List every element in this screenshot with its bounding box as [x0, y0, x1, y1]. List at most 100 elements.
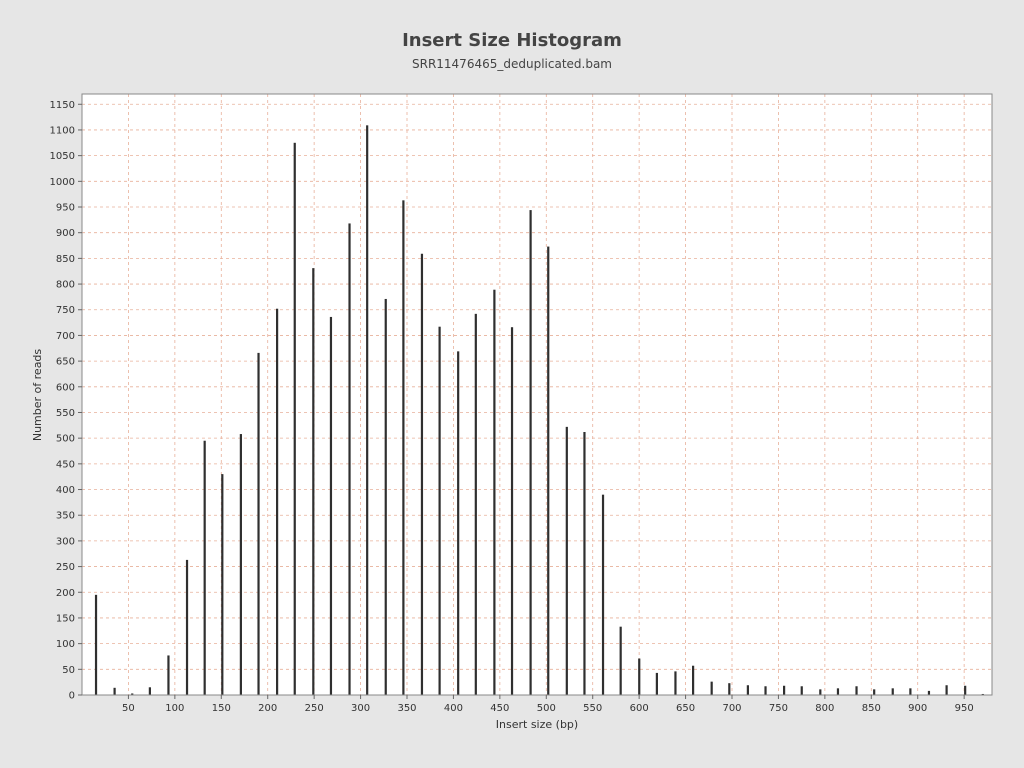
x-tick-label: 50 [122, 703, 135, 714]
y-tick-label: 550 [56, 408, 75, 419]
x-tick-label: 200 [258, 703, 277, 714]
histogram-bar [945, 685, 948, 695]
histogram-bar [655, 672, 658, 695]
histogram-bar [348, 223, 351, 695]
y-tick-label: 950 [56, 203, 75, 214]
chart-title: Insert Size Histogram [402, 30, 622, 51]
x-tick-label: 550 [583, 703, 602, 714]
histogram-bar [728, 683, 731, 695]
x-tick-label: 650 [676, 703, 695, 714]
histogram-bar [293, 142, 296, 696]
y-tick-label: 1150 [50, 100, 75, 111]
histogram-bar [384, 298, 387, 695]
y-tick-label: 800 [56, 280, 75, 291]
x-tick-label: 500 [537, 703, 556, 714]
histogram-bar [601, 494, 605, 695]
histogram-bar [493, 289, 496, 695]
histogram-bar [836, 688, 840, 695]
histogram-bar [981, 693, 984, 695]
histogram-bar [113, 687, 116, 695]
histogram-bar [276, 308, 279, 695]
histogram-bar [565, 426, 568, 695]
y-tick-label: 700 [56, 331, 75, 342]
histogram-bar [257, 352, 260, 695]
histogram-bar [873, 689, 876, 695]
y-tick-label: 50 [62, 665, 75, 676]
histogram-bar [239, 434, 242, 695]
histogram-bar [402, 200, 405, 696]
histogram-bar [529, 210, 532, 696]
y-tick-label: 850 [56, 254, 75, 265]
y-axis-label: Number of reads [31, 349, 44, 442]
histogram-bar [909, 688, 912, 695]
x-tick-label: 750 [769, 703, 788, 714]
y-tick-label: 650 [56, 357, 75, 368]
histogram-bar [674, 671, 677, 695]
histogram-bar [746, 685, 749, 695]
histogram-bar [474, 313, 477, 695]
histogram-bar [366, 125, 369, 696]
plot-border [81, 93, 993, 696]
y-tick-label: 750 [56, 305, 75, 316]
x-tick-label: 300 [351, 703, 370, 714]
y-tick-label: 1000 [50, 177, 75, 188]
y-tick-label: 450 [56, 459, 75, 470]
plot-area [82, 94, 992, 695]
y-tick-label: 250 [56, 562, 75, 573]
histogram-bar [329, 316, 333, 695]
x-tick-label: 600 [630, 703, 649, 714]
x-tick-label: 400 [444, 703, 463, 714]
x-tick-label: 450 [490, 703, 509, 714]
histogram-bar [547, 246, 550, 696]
histogram-bar [510, 327, 514, 695]
histogram-bar [131, 693, 134, 695]
x-tick-label: 350 [397, 703, 416, 714]
y-tick-label: 600 [56, 382, 75, 393]
x-tick-label: 250 [305, 703, 324, 714]
histogram-bar [710, 681, 713, 695]
histogram-bar [583, 431, 586, 695]
histogram-bar [438, 326, 441, 695]
x-tick-label: 150 [212, 703, 231, 714]
y-tick-label: 900 [56, 228, 75, 239]
x-tick-label: 100 [165, 703, 184, 714]
y-tick-label: 1050 [50, 151, 75, 162]
histogram-bar [94, 594, 98, 695]
histogram-bar [221, 474, 224, 695]
histogram-bar [148, 687, 151, 695]
histogram-bar [420, 253, 424, 695]
histogram-bar [203, 440, 206, 695]
histogram-bar [891, 688, 894, 695]
histogram-bar [855, 686, 858, 695]
histogram-bar [185, 559, 189, 695]
histogram-bar [927, 690, 931, 695]
chart-subtitle: SRR11476465_deduplicated.bam [411, 57, 612, 71]
histogram-bar [457, 351, 460, 695]
histogram-bar [167, 655, 170, 695]
y-tick-label: 400 [56, 485, 75, 496]
x-tick-label: 900 [908, 703, 927, 714]
y-tick-label: 150 [56, 613, 75, 624]
histogram-bar [692, 665, 695, 695]
histogram-bar [819, 689, 822, 695]
x-tick-label: 700 [722, 703, 741, 714]
y-tick-label: 350 [56, 511, 75, 522]
histogram-bar [783, 685, 786, 695]
x-tick-label: 850 [862, 703, 881, 714]
y-tick-label: 500 [56, 434, 75, 445]
histogram-bar [312, 268, 315, 695]
histogram-bar [964, 685, 967, 695]
y-tick-label: 200 [56, 588, 75, 599]
y-tick-label: 1100 [50, 125, 75, 136]
x-tick-label: 950 [955, 703, 974, 714]
histogram-bar [619, 626, 622, 695]
histogram-bar [638, 658, 641, 695]
histogram-bar [764, 686, 767, 695]
y-tick-label: 100 [56, 639, 75, 650]
histogram-bar [800, 686, 803, 695]
x-tick-label: 800 [815, 703, 834, 714]
y-tick-label: 300 [56, 536, 75, 547]
y-tick-label: 0 [69, 691, 75, 702]
x-axis-label: Insert size (bp) [496, 718, 578, 731]
